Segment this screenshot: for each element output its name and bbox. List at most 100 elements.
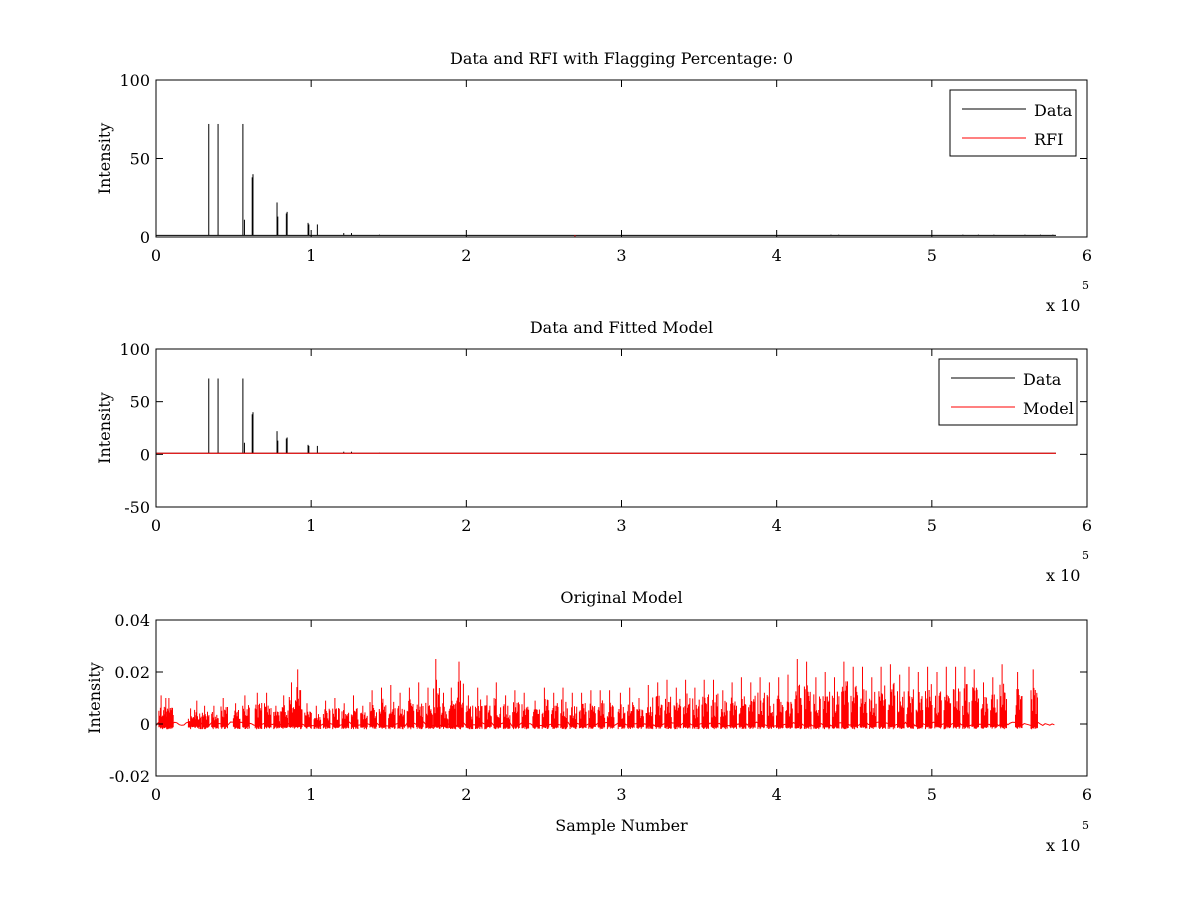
- data-point: [569, 692, 578, 729]
- y-tick-label: 100: [119, 340, 150, 359]
- data-point: [841, 661, 849, 730]
- subplot-rfi: 0 1 2 3 4 5 6 0 50 100 Data and RFI with Flagging …: [95, 49, 1092, 315]
- spike-cluster: [831, 677, 840, 729]
- data-point: [803, 661, 812, 730]
- y-axis-label: Intensity: [95, 123, 114, 195]
- spike-cluster: [934, 672, 942, 729]
- y-tick-label: 0: [140, 445, 150, 464]
- spike-cluster: [776, 677, 784, 730]
- data-point: [578, 692, 587, 729]
- spike-cluster: [869, 677, 877, 729]
- spike-cluster: [551, 692, 559, 729]
- data-point: [264, 692, 272, 729]
- x-axis-label: Sample Number: [555, 816, 688, 835]
- data-point: [588, 690, 596, 729]
- y-tick-label: 100: [119, 71, 150, 90]
- spike-cluster: [597, 690, 606, 730]
- x-tick-label: 4: [772, 246, 782, 265]
- spike-cluster: [360, 705, 368, 730]
- data-point: [943, 666, 952, 730]
- data-point: [281, 695, 289, 729]
- x-tick-label: 5: [927, 516, 937, 535]
- spike-cluster: [664, 679, 672, 729]
- data-point: [425, 687, 433, 729]
- plot-area: [156, 349, 1087, 507]
- data-point: [897, 674, 905, 729]
- spike-cluster: [194, 700, 202, 730]
- legend-label: RFI: [1034, 130, 1063, 149]
- data-point: [934, 672, 942, 729]
- data-point: [273, 705, 281, 730]
- data-point: [397, 692, 405, 730]
- spike-cluster: [906, 666, 914, 729]
- spike-cluster: [617, 692, 626, 730]
- data-point: [1030, 669, 1038, 730]
- data-point: [738, 677, 747, 729]
- data-point: [999, 664, 1007, 730]
- series-model: [155, 659, 1055, 730]
- data-point: [341, 703, 350, 729]
- data-point: [682, 679, 691, 729]
- y-tick-label: 0.02: [114, 663, 150, 682]
- data-point: [813, 677, 821, 730]
- data-point: [664, 679, 672, 729]
- spike-cluster: [512, 690, 520, 730]
- spike-cluster: [822, 672, 831, 730]
- data-point: [785, 674, 793, 729]
- data-point: [502, 695, 511, 730]
- data-point: [378, 687, 387, 730]
- spike-cluster: [254, 692, 263, 730]
- spike-cluster: [578, 692, 587, 729]
- spike-cluster: [785, 674, 793, 729]
- data-point: [636, 698, 644, 729]
- legend: Data RFI: [949, 89, 1077, 157]
- x-tick-label: 3: [616, 516, 626, 535]
- y-tick-label: 0: [140, 715, 150, 734]
- data-point: [710, 679, 719, 730]
- x-tick-label: 4: [772, 785, 782, 804]
- legend-label: Model: [1023, 399, 1074, 418]
- data-point: [869, 677, 877, 729]
- x-exponent-label: x 10: [1046, 296, 1080, 315]
- data-point: [360, 705, 368, 730]
- data-point: [416, 682, 424, 730]
- spike-cluster: [166, 698, 174, 730]
- spike-cluster: [729, 682, 737, 729]
- data-point: [369, 690, 377, 729]
- data-point: [962, 666, 970, 729]
- data-point: [465, 695, 474, 730]
- x-tick-label: 3: [616, 785, 626, 804]
- data-point: [701, 679, 709, 729]
- x-tick-label: 1: [306, 516, 316, 535]
- data-point: [952, 666, 961, 729]
- x-tick-label: 5: [927, 246, 937, 265]
- spike-cluster: [952, 666, 961, 729]
- spike-cluster: [971, 669, 979, 729]
- spike-cluster: [925, 666, 933, 730]
- spike-cluster: [813, 677, 821, 730]
- spike-cluster: [295, 669, 303, 730]
- spike-cluster: [242, 695, 250, 729]
- data-point: [645, 685, 654, 730]
- spike-cluster: [425, 687, 433, 729]
- chart-title: Original Model: [560, 588, 682, 607]
- spike-cluster: [757, 677, 765, 730]
- data-point: [512, 690, 520, 730]
- data-point: [475, 687, 483, 729]
- spike-cluster: [273, 705, 281, 730]
- spike-cluster: [1030, 669, 1038, 730]
- spike-cluster: [701, 679, 709, 729]
- legend: Data Model: [938, 358, 1078, 426]
- x-tick-label: 0: [151, 785, 161, 804]
- spike-cluster: [1015, 672, 1023, 729]
- data-point: [822, 672, 831, 730]
- y-tick-label: -0.02: [109, 767, 150, 786]
- spike-cluster: [220, 698, 228, 729]
- x-exponent-label: x 10: [1046, 566, 1080, 585]
- legend-label: Data: [1023, 370, 1062, 389]
- spike-cluster: [859, 666, 868, 729]
- data-point: [304, 703, 312, 729]
- spike-cluster: [794, 659, 803, 730]
